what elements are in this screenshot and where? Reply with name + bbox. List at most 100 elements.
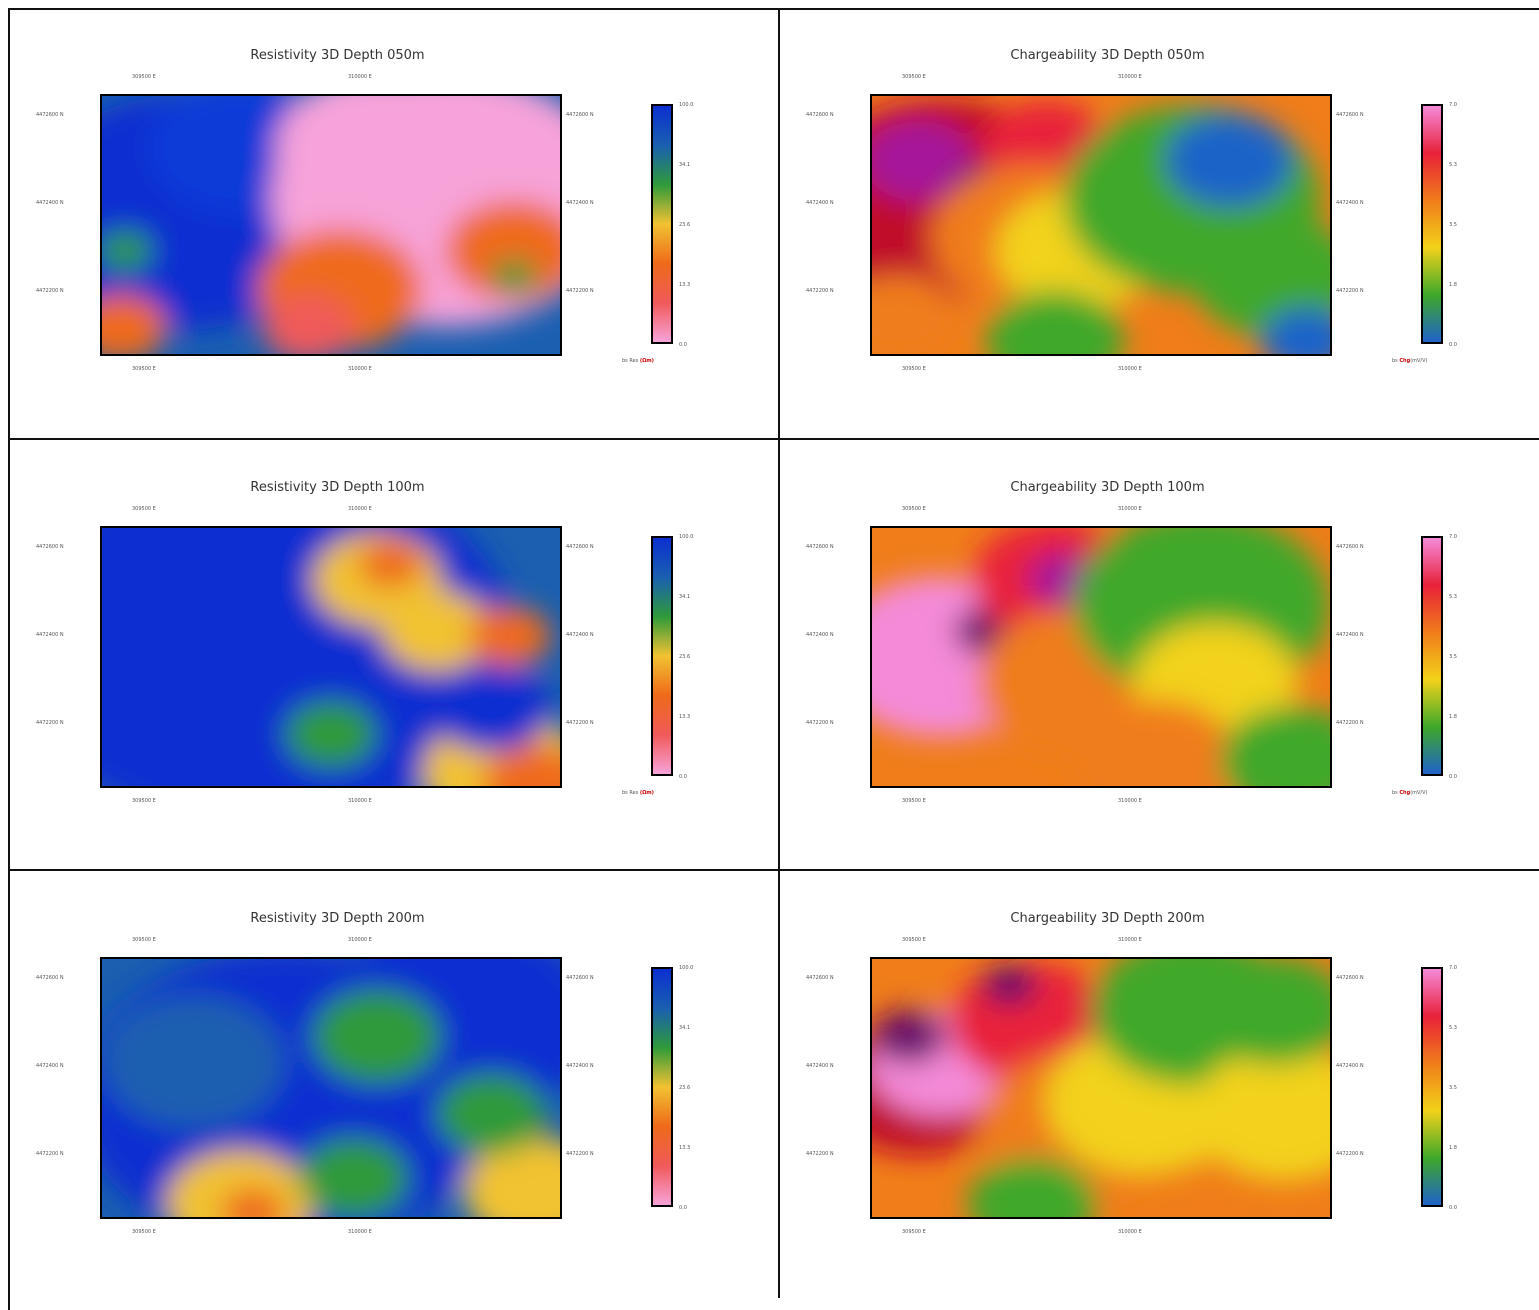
panel-title: Chargeability 3D Depth 050m: [1010, 48, 1205, 63]
color-scale-unit: bs Chg(mV/V): [1392, 790, 1428, 796]
x-tick-top: 309500 E: [902, 74, 926, 80]
color-scale-label: 1.8: [1449, 282, 1457, 288]
heatmap-blob: [102, 294, 167, 354]
x-tick-bottom: 310000 E: [1118, 798, 1142, 804]
color-scale-bar: [651, 967, 673, 1207]
x-tick-top: 309500 E: [132, 937, 156, 943]
y-tick-left: 4472400 N: [806, 632, 834, 638]
x-tick-top: 309500 E: [132, 506, 156, 512]
res050-heatmap-svg: [102, 96, 560, 354]
heatmap-blob: [102, 995, 286, 1130]
chg050-heatmap-svg: [872, 96, 1330, 354]
color-scale-label: 1.8: [1449, 1145, 1457, 1151]
unit-mark: Chg: [1399, 790, 1411, 796]
color-scale-bar: [1421, 536, 1443, 776]
heatmap-blob: [986, 290, 1124, 354]
color-scale-label: 0.0: [1449, 342, 1457, 348]
chg200-heatmap: [870, 957, 1332, 1219]
y-tick-left: 4472200 N: [36, 288, 64, 294]
x-tick-bottom: 310000 E: [348, 798, 372, 804]
color-scale-label: 7.0: [1449, 534, 1457, 540]
y-tick-left: 4472400 N: [806, 200, 834, 206]
color-scale-label: 3.5: [1449, 1085, 1457, 1091]
y-tick-right: 4472400 N: [566, 632, 594, 638]
color-scale-label: 100.0: [679, 965, 694, 971]
page-frame: [8, 8, 1539, 1310]
x-tick-top: 309500 E: [902, 937, 926, 943]
color-scale-bar: [1421, 104, 1443, 344]
color-scale-label: 13.3: [679, 714, 691, 720]
x-tick-bottom: 309500 E: [902, 1229, 926, 1235]
heatmap-blob: [491, 259, 538, 294]
y-tick-right: 4472600 N: [1336, 975, 1364, 981]
color-scale-label: 13.3: [679, 1145, 691, 1151]
chg100-heatmap-svg: [872, 528, 1330, 786]
heatmap-blob: [436, 1073, 547, 1155]
color-scale-label: 7.0: [1449, 965, 1457, 971]
y-tick-right: 4472400 N: [566, 200, 594, 206]
res200-heatmap: [100, 957, 562, 1219]
color-scale-label: 5.3: [1449, 1025, 1457, 1031]
y-tick-left: 4472200 N: [806, 720, 834, 726]
panel-title: Resistivity 3D Depth 100m: [250, 480, 425, 495]
panel-title: Resistivity 3D Depth 050m: [250, 48, 425, 63]
heatmap-blob: [463, 1137, 560, 1217]
panel-title: Resistivity 3D Depth 200m: [250, 911, 425, 926]
color-scale-label: 0.0: [679, 774, 687, 780]
heatmap-blob: [431, 664, 551, 753]
x-tick-bottom: 310000 E: [348, 1229, 372, 1235]
heatmap-blob: [482, 745, 560, 786]
x-tick-bottom: 310000 E: [348, 366, 372, 372]
heatmap-blob: [1261, 307, 1330, 354]
color-scale-label: 5.3: [1449, 162, 1457, 168]
heatmap-blob: [1201, 959, 1330, 1065]
heatmap-blob: [102, 230, 153, 271]
heatmap-blob: [276, 96, 478, 222]
heatmap-blob: [1073, 699, 1239, 786]
chg050-panel: Chargeability 3D Depth 050m 309500 E 30950…: [780, 10, 1539, 442]
color-scale-label: 3.5: [1449, 654, 1457, 660]
y-tick-right: 4472200 N: [566, 288, 594, 294]
x-tick-top: 309500 E: [132, 74, 156, 80]
res200-heatmap-svg: [102, 959, 560, 1217]
y-tick-left: 4472600 N: [806, 112, 834, 118]
chg100-heatmap: [870, 526, 1332, 788]
y-tick-right: 4472200 N: [1336, 1151, 1364, 1157]
unit-prefix: bs: [1392, 358, 1400, 364]
y-tick-right: 4472400 N: [1336, 200, 1364, 206]
color-scale-bar: [651, 536, 673, 776]
heatmap-blob: [872, 1009, 946, 1064]
color-scale-bar: [1421, 967, 1443, 1207]
row-divider-2: [8, 869, 1539, 871]
y-tick-right: 4472200 N: [566, 720, 594, 726]
y-tick-left: 4472200 N: [36, 1151, 64, 1157]
y-tick-left: 4472600 N: [806, 544, 834, 550]
y-tick-left: 4472400 N: [36, 200, 64, 206]
unit-mark: (Ωm): [639, 358, 654, 364]
color-scale-label: 0.0: [1449, 1205, 1457, 1211]
y-tick-right: 4472200 N: [1336, 288, 1364, 294]
chg200-heatmap-svg: [872, 959, 1330, 1217]
x-tick-bottom: 309500 E: [132, 1229, 156, 1235]
y-tick-left: 4472400 N: [806, 1063, 834, 1069]
heatmap-blob: [285, 700, 377, 768]
heatmap-blob: [1220, 706, 1330, 786]
unit-mark: (Ωm): [639, 790, 654, 796]
color-scale-label: 0.0: [679, 342, 687, 348]
res050-heatmap: [100, 94, 562, 356]
x-tick-top: 309500 E: [902, 506, 926, 512]
color-scale-label: 34.1: [679, 1025, 691, 1031]
x-tick-bottom: 309500 E: [902, 798, 926, 804]
y-tick-left: 4472600 N: [36, 975, 64, 981]
chg050-heatmap: [870, 94, 1332, 356]
heatmap-blob: [312, 989, 441, 1084]
y-tick-right: 4472600 N: [566, 544, 594, 550]
unit-suffix: (mV/V): [1410, 358, 1428, 364]
color-scale-label: 100.0: [679, 534, 694, 540]
y-tick-right: 4472400 N: [1336, 1063, 1364, 1069]
x-tick-bottom: 309500 E: [132, 366, 156, 372]
color-scale-label: 1.8: [1449, 714, 1457, 720]
unit-prefix: bs Res: [622, 790, 640, 796]
x-tick-top: 310000 E: [348, 506, 372, 512]
y-tick-right: 4472400 N: [1336, 632, 1364, 638]
